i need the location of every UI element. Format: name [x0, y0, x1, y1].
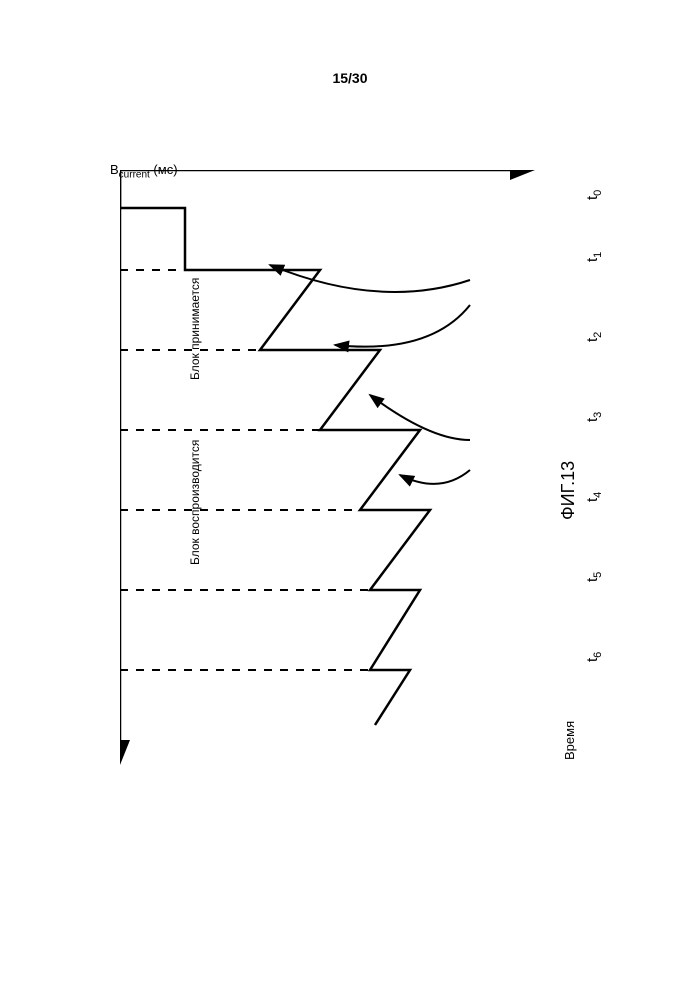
x-tick-label: t0: [584, 190, 604, 200]
receive-2-arrow: [335, 305, 470, 347]
y-axis-label: Bcurrent (мс): [110, 162, 310, 181]
x-tick-label: t3: [584, 412, 604, 422]
x-tick-label: t4: [584, 492, 604, 502]
chart-area: t0t1t2t3t4t5t6 Bcurrent (мс) Время Блок …: [120, 170, 580, 790]
playback-2-arrow: [400, 470, 470, 484]
callout-playback: Блок воспроизводится: [188, 440, 202, 565]
page-number: 15/30: [0, 70, 700, 86]
x-tick-label: t1: [584, 252, 604, 262]
figure-label: ФИГ.13: [558, 461, 579, 520]
callout-receive: Блок принимается: [188, 278, 202, 380]
x-tick-label: t6: [584, 652, 604, 662]
x-axis-label: Время: [562, 721, 577, 760]
playback-1-arrow: [370, 395, 470, 440]
x-tick-label: t2: [584, 332, 604, 342]
x-tick-label: t5: [584, 572, 604, 582]
